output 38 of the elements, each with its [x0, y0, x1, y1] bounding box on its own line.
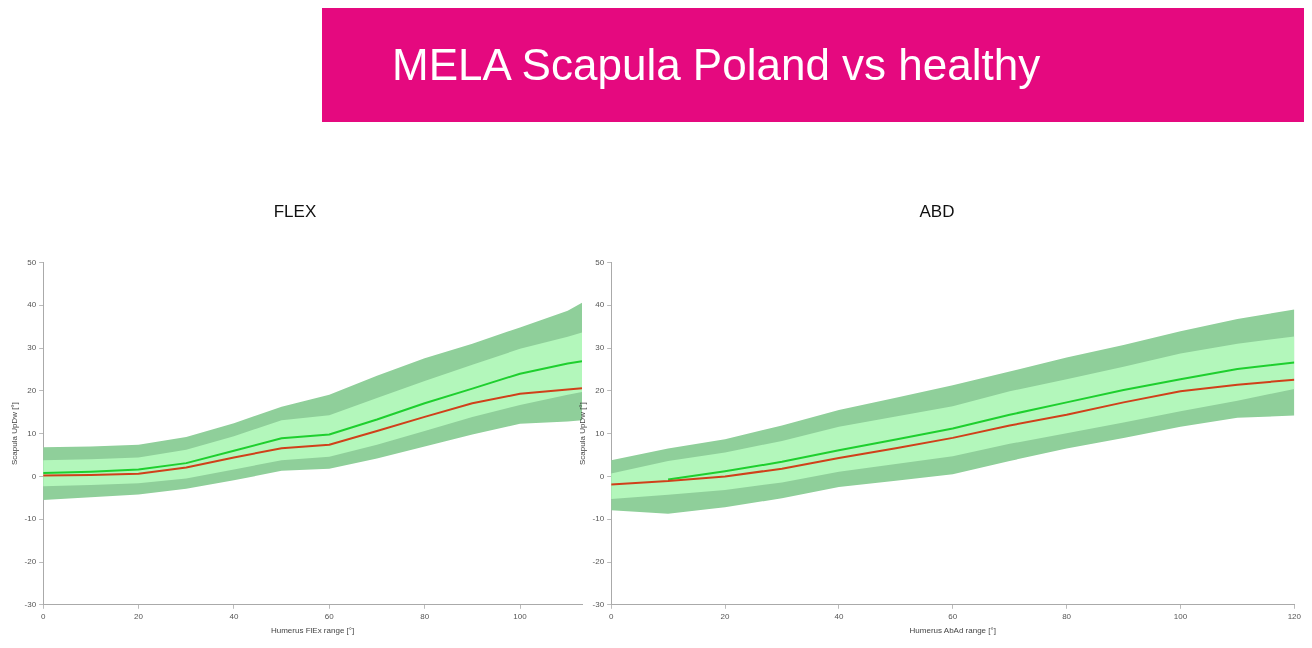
- y-tick-label: 50: [27, 257, 37, 267]
- chart-title: ABD: [919, 201, 955, 221]
- x-tick-label: 0: [608, 611, 614, 621]
- y-axis-title: Scapula UpDw [°]: [578, 402, 587, 465]
- y-tick-label: 40: [595, 300, 605, 310]
- y-tick-label: 20: [27, 386, 37, 395]
- y-tick-label: 10: [27, 428, 37, 438]
- y-tick-label: 30: [595, 343, 605, 353]
- y-tick-label: -30: [592, 600, 605, 609]
- y-tick-label: -10: [592, 514, 605, 524]
- y-axis-title: Scapula UpDw [°]: [10, 402, 19, 465]
- x-tick-label: 120: [1287, 611, 1302, 621]
- x-axis-title: Humerus FlEx range [°]: [270, 626, 355, 636]
- y-tick-label: -30: [24, 600, 37, 609]
- x-tick-label: 80: [420, 611, 430, 621]
- text: MELA Scapula Poland vs healthy: [391, 39, 1042, 91]
- x-axis-title: Humerus AbAd range [°]: [909, 626, 996, 636]
- y-tick-label: 0: [31, 471, 37, 481]
- x-tick-label: 0: [40, 611, 46, 621]
- x-tick-label: 20: [720, 611, 731, 621]
- x-tick-label: 60: [324, 611, 335, 621]
- y-tick-label: -20: [24, 557, 37, 567]
- y-tick-label: 50: [595, 257, 605, 267]
- y-tick-label: 20: [595, 386, 605, 395]
- x-tick-label: 40: [229, 611, 239, 621]
- x-tick-label: 20: [134, 611, 144, 621]
- x-tick-label: 80: [1062, 611, 1072, 621]
- y-tick-label: 10: [595, 428, 605, 438]
- y-tick-label: 0: [599, 471, 605, 481]
- x-tick-label: 40: [834, 611, 844, 621]
- x-tick-label: 100: [513, 611, 528, 621]
- y-tick-label: -10: [24, 514, 37, 524]
- x-tick-label: 100: [1173, 611, 1188, 621]
- y-tick-label: 30: [27, 343, 37, 353]
- y-tick-label: 40: [27, 300, 37, 310]
- y-tick-label: -20: [592, 557, 605, 567]
- chart-title: FLEX: [273, 201, 317, 221]
- x-tick-label: 60: [948, 611, 958, 621]
